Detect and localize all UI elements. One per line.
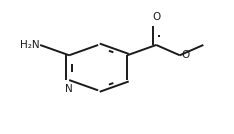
Text: O: O	[152, 12, 160, 22]
Text: H₂N: H₂N	[20, 40, 39, 50]
Text: N: N	[65, 84, 73, 94]
Text: O: O	[182, 50, 190, 60]
